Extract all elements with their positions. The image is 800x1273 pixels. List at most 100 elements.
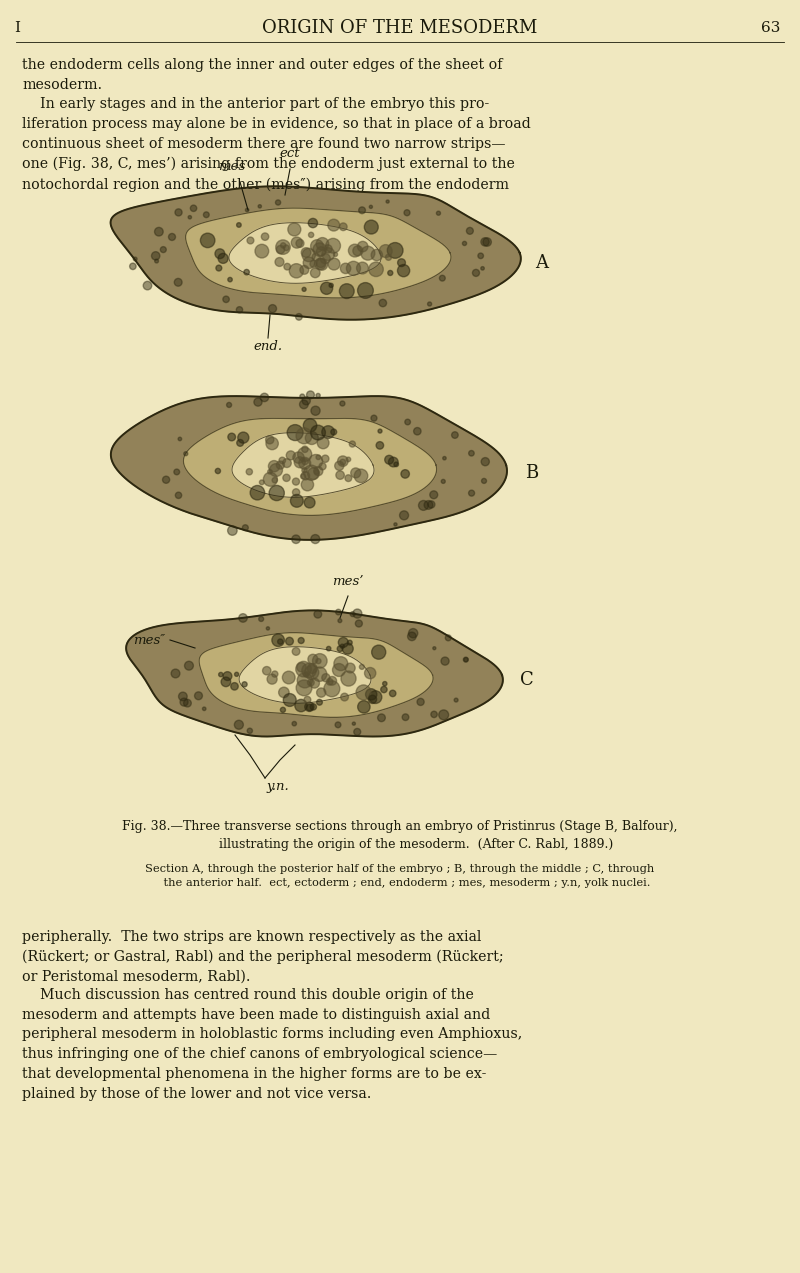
Circle shape: [369, 262, 383, 276]
Circle shape: [299, 400, 308, 409]
Circle shape: [228, 278, 232, 281]
Circle shape: [302, 397, 310, 405]
Polygon shape: [239, 647, 371, 703]
Circle shape: [317, 699, 322, 705]
Circle shape: [314, 610, 322, 619]
Polygon shape: [186, 207, 451, 298]
Text: peripherally.  The two strips are known respectively as the axial
(Rückert; or G: peripherally. The two strips are known r…: [22, 931, 504, 984]
Circle shape: [371, 250, 382, 261]
Circle shape: [346, 663, 355, 673]
Circle shape: [316, 247, 326, 256]
Circle shape: [481, 266, 484, 270]
Circle shape: [473, 270, 479, 276]
Circle shape: [272, 671, 278, 677]
Circle shape: [334, 657, 348, 671]
Circle shape: [321, 283, 333, 294]
Circle shape: [228, 526, 237, 535]
Circle shape: [304, 465, 319, 480]
Circle shape: [311, 535, 320, 544]
Circle shape: [303, 257, 314, 269]
Circle shape: [394, 462, 398, 467]
Circle shape: [342, 643, 354, 654]
Circle shape: [335, 722, 341, 728]
Circle shape: [230, 682, 238, 690]
Text: mes: mes: [218, 160, 246, 173]
Circle shape: [379, 299, 386, 307]
Circle shape: [308, 219, 318, 228]
Circle shape: [463, 657, 468, 662]
Circle shape: [154, 260, 158, 264]
Circle shape: [398, 258, 406, 266]
Circle shape: [353, 608, 362, 619]
Circle shape: [278, 687, 289, 698]
Circle shape: [307, 680, 314, 686]
Circle shape: [276, 246, 285, 253]
Circle shape: [143, 281, 152, 290]
Circle shape: [446, 635, 451, 640]
Circle shape: [341, 694, 349, 701]
Circle shape: [340, 401, 345, 406]
Circle shape: [246, 468, 253, 475]
Circle shape: [300, 265, 309, 274]
Circle shape: [190, 205, 197, 211]
Circle shape: [304, 498, 315, 508]
Circle shape: [283, 474, 290, 481]
Circle shape: [418, 500, 428, 510]
Circle shape: [305, 666, 319, 680]
Circle shape: [338, 619, 342, 622]
Circle shape: [340, 644, 344, 648]
Circle shape: [402, 714, 409, 721]
Circle shape: [390, 690, 396, 696]
Circle shape: [371, 415, 377, 421]
Circle shape: [366, 689, 377, 700]
Circle shape: [338, 638, 348, 648]
Circle shape: [388, 270, 393, 275]
Circle shape: [236, 307, 242, 313]
Circle shape: [306, 704, 313, 710]
Circle shape: [381, 686, 387, 693]
Circle shape: [462, 242, 466, 246]
Circle shape: [302, 248, 315, 262]
Circle shape: [183, 699, 191, 707]
Circle shape: [389, 457, 398, 467]
Circle shape: [478, 253, 483, 258]
Circle shape: [433, 647, 436, 649]
Circle shape: [260, 393, 269, 402]
Circle shape: [184, 452, 188, 456]
Circle shape: [466, 228, 474, 234]
Circle shape: [281, 243, 286, 248]
Circle shape: [314, 470, 319, 474]
Circle shape: [370, 205, 373, 209]
Circle shape: [464, 658, 468, 662]
Circle shape: [316, 238, 329, 251]
Circle shape: [299, 457, 310, 470]
Circle shape: [334, 461, 344, 471]
Circle shape: [398, 265, 410, 276]
Circle shape: [282, 671, 295, 684]
Circle shape: [200, 233, 215, 248]
Circle shape: [316, 658, 321, 663]
Circle shape: [469, 490, 474, 496]
Circle shape: [350, 612, 355, 616]
Circle shape: [306, 432, 318, 444]
Circle shape: [401, 470, 410, 479]
Circle shape: [287, 425, 303, 440]
Circle shape: [358, 700, 370, 713]
Circle shape: [283, 244, 289, 251]
Circle shape: [417, 699, 424, 705]
Polygon shape: [126, 610, 503, 737]
Circle shape: [305, 703, 314, 712]
Circle shape: [316, 454, 321, 460]
Text: y.n.: y.n.: [266, 780, 290, 793]
Circle shape: [437, 211, 441, 215]
Circle shape: [352, 722, 355, 726]
Circle shape: [218, 672, 223, 677]
Circle shape: [442, 480, 446, 484]
Circle shape: [359, 665, 364, 670]
Circle shape: [355, 620, 362, 628]
Circle shape: [481, 457, 490, 466]
Circle shape: [269, 485, 284, 500]
Circle shape: [169, 233, 175, 241]
Circle shape: [202, 707, 206, 710]
Circle shape: [223, 297, 230, 303]
